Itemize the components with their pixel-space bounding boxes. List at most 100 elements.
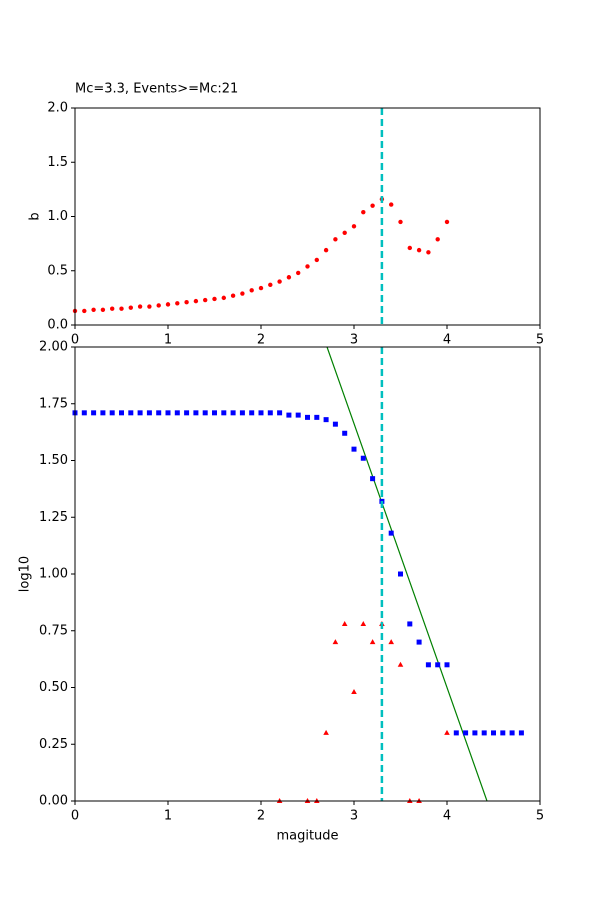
- x-tick-label: 2: [257, 333, 265, 348]
- point: [388, 530, 394, 536]
- point: [425, 662, 431, 668]
- point: [351, 224, 357, 229]
- point: [389, 202, 394, 207]
- point: [388, 639, 394, 645]
- y-tick-label: 1.25: [39, 510, 68, 525]
- plot-area: [326, 347, 488, 801]
- point: [444, 662, 450, 668]
- point: [221, 410, 227, 416]
- point: [230, 410, 236, 416]
- point: [416, 247, 422, 253]
- point: [332, 639, 339, 645]
- point: [203, 297, 208, 303]
- y-tick-label: 0.50: [39, 680, 68, 695]
- y-tick-label: 1.75: [39, 396, 68, 411]
- point: [100, 307, 106, 313]
- point: [444, 729, 450, 735]
- y-tick-label: 1.5: [47, 155, 68, 170]
- point: [184, 410, 190, 416]
- point: [156, 303, 161, 308]
- point: [518, 730, 524, 736]
- point: [249, 288, 254, 293]
- point: [463, 730, 469, 736]
- point: [267, 410, 273, 416]
- y-tick-label: 0.5: [47, 263, 68, 278]
- point: [398, 219, 403, 225]
- point: [472, 730, 478, 736]
- point: [277, 279, 282, 284]
- axes-frame: [74, 346, 541, 802]
- point: [202, 410, 208, 416]
- point: [314, 257, 319, 263]
- x-tick-label: 1: [164, 333, 172, 348]
- point: [342, 430, 348, 436]
- point: [370, 476, 376, 482]
- y-axis-label: log10: [18, 556, 33, 592]
- y-tick-label: 2.0: [47, 101, 68, 116]
- point: [156, 410, 162, 416]
- point: [333, 237, 338, 242]
- point: [407, 245, 412, 251]
- x-tick-label: 0: [71, 333, 79, 348]
- point: [174, 410, 180, 416]
- point: [212, 296, 217, 302]
- point: [296, 270, 301, 276]
- point: [258, 410, 264, 416]
- x-tick-label: 3: [350, 809, 358, 824]
- point: [91, 410, 97, 416]
- point: [407, 621, 413, 627]
- point: [360, 455, 366, 461]
- point: [360, 620, 367, 626]
- point: [305, 414, 310, 420]
- point: [137, 304, 143, 309]
- point: [435, 662, 441, 668]
- y-tick-label: 0.00: [39, 794, 68, 809]
- point: [351, 689, 357, 695]
- fit-line: [326, 347, 488, 801]
- point: [491, 730, 496, 736]
- point: [426, 250, 431, 255]
- point: [286, 412, 292, 418]
- point: [119, 306, 124, 311]
- axes-frame: [74, 107, 541, 326]
- point: [175, 301, 180, 306]
- point: [137, 410, 143, 416]
- x-tick-label: 0: [71, 809, 79, 824]
- point: [81, 410, 87, 416]
- x-tick-label: 4: [443, 809, 451, 824]
- y-tick-label: 2.00: [39, 340, 68, 355]
- point: [268, 282, 273, 288]
- point: [286, 275, 292, 280]
- point: [397, 661, 404, 667]
- point: [165, 302, 171, 307]
- point: [230, 293, 236, 298]
- point: [453, 730, 459, 736]
- axes: 0 1 2 3 4 5 0.00 0.25 0.50 0.75 1.00 1.25 1.50 1.75 2.…: [18, 340, 545, 844]
- y-tick-label: 1.0: [47, 209, 68, 224]
- point: [370, 203, 375, 208]
- x-tick-label: 1: [164, 809, 172, 824]
- point: [351, 446, 357, 452]
- chart-title: Mc=3.3, Events>=Mc:21: [75, 82, 238, 97]
- y-tick-label: 1.50: [39, 453, 68, 468]
- point: [444, 219, 450, 225]
- point: [369, 639, 376, 645]
- point: [110, 306, 115, 311]
- point: [277, 410, 283, 416]
- point: [249, 410, 255, 416]
- x-tick-label: 5: [536, 333, 544, 348]
- y-tick-label: 0.75: [39, 623, 68, 638]
- point: [184, 300, 189, 305]
- point: [91, 307, 96, 313]
- point: [212, 410, 217, 416]
- point: [146, 410, 152, 416]
- point: [416, 639, 422, 645]
- point: [500, 730, 506, 736]
- point: [193, 298, 199, 304]
- y-axis-label: b: [28, 212, 43, 220]
- y-tick-label: 0.0: [47, 318, 68, 333]
- x-axis-label: magitude: [276, 829, 338, 844]
- point: [323, 247, 329, 253]
- point: [314, 414, 320, 420]
